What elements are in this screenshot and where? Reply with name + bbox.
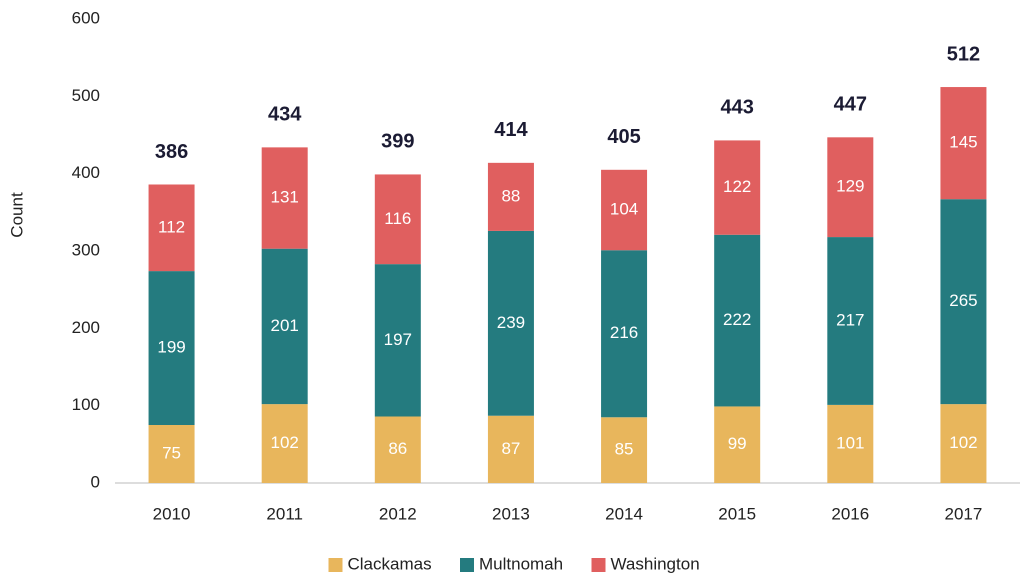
x-tick-label: 2013 — [492, 504, 530, 523]
x-tick-label: 2012 — [379, 504, 417, 523]
x-tick-label: 2016 — [831, 504, 869, 523]
bar-segment — [601, 417, 648, 483]
bar-segment — [714, 406, 761, 483]
value-label: 222 — [723, 310, 751, 329]
value-label: 116 — [384, 209, 411, 228]
value-label: 112 — [158, 217, 185, 236]
legend-label: Washington — [611, 554, 700, 573]
y-tick-label: 400 — [72, 163, 100, 182]
bar-segment — [148, 271, 195, 425]
bar-segment — [601, 169, 648, 251]
bar-segment — [261, 147, 308, 249]
y-tick-label: 600 — [72, 8, 100, 27]
y-tick-label: 300 — [72, 240, 100, 259]
value-label: 217 — [836, 310, 864, 329]
value-label: 85 — [615, 440, 634, 459]
legend-label: Clackamas — [348, 554, 432, 573]
bar-segment — [374, 264, 421, 417]
value-label: 102 — [271, 433, 299, 452]
bar-segment — [261, 404, 308, 483]
bar-segment — [487, 415, 534, 483]
bar-segment — [827, 237, 874, 405]
value-label: 129 — [836, 177, 864, 196]
bar-segment — [487, 162, 534, 231]
value-label: 99 — [728, 434, 747, 453]
bar-segment — [940, 199, 987, 405]
legend-label: Multnomah — [479, 554, 563, 573]
legend-swatch — [591, 558, 606, 572]
value-label: 199 — [157, 338, 185, 357]
value-label: 122 — [723, 177, 751, 196]
bar-segment — [940, 87, 987, 200]
x-tick-label: 2015 — [718, 504, 756, 523]
bar-segment — [601, 250, 648, 418]
y-tick-label: 200 — [72, 318, 100, 337]
value-label: 131 — [271, 188, 299, 207]
value-label: 87 — [501, 439, 520, 458]
bar-segment — [827, 404, 874, 483]
value-label: 145 — [949, 133, 977, 152]
y-tick-label: 0 — [91, 472, 100, 491]
legend-swatch — [328, 558, 343, 572]
x-tick-label: 2010 — [153, 504, 191, 523]
value-label: 102 — [949, 433, 977, 452]
bar-segment — [940, 404, 987, 483]
bar-segment — [261, 248, 308, 405]
bar-segment — [827, 137, 874, 238]
value-label: 88 — [501, 186, 520, 205]
total-label: 405 — [607, 126, 640, 148]
value-label: 101 — [836, 433, 864, 452]
value-label: 104 — [610, 199, 638, 218]
bar-segment — [714, 140, 761, 235]
y-tick-label: 500 — [72, 86, 100, 105]
value-label: 265 — [949, 291, 977, 310]
total-label: 434 — [268, 104, 302, 126]
total-label: 386 — [155, 141, 188, 163]
y-axis-label: Count — [7, 192, 26, 238]
y-tick-label: 100 — [72, 395, 100, 414]
total-label: 399 — [381, 131, 414, 153]
total-label: 512 — [947, 43, 980, 65]
bar-segment — [714, 234, 761, 407]
bar-segment — [148, 425, 195, 483]
bar-segment — [374, 416, 421, 483]
value-label: 197 — [384, 330, 412, 349]
bar-segment — [148, 184, 195, 272]
total-label: 414 — [494, 119, 528, 141]
total-label: 447 — [834, 94, 867, 116]
total-label: 443 — [721, 97, 754, 119]
legend-swatch — [460, 558, 474, 572]
x-tick-label: 2017 — [945, 504, 983, 523]
bar-segment — [374, 174, 421, 265]
value-label: 239 — [497, 313, 525, 332]
value-label: 86 — [388, 439, 407, 458]
value-label: 216 — [610, 323, 638, 342]
value-label: 201 — [271, 316, 299, 335]
bar-segment — [487, 230, 534, 416]
x-tick-label: 2014 — [605, 504, 643, 523]
value-label: 75 — [162, 443, 181, 462]
x-tick-label: 2011 — [266, 504, 303, 523]
